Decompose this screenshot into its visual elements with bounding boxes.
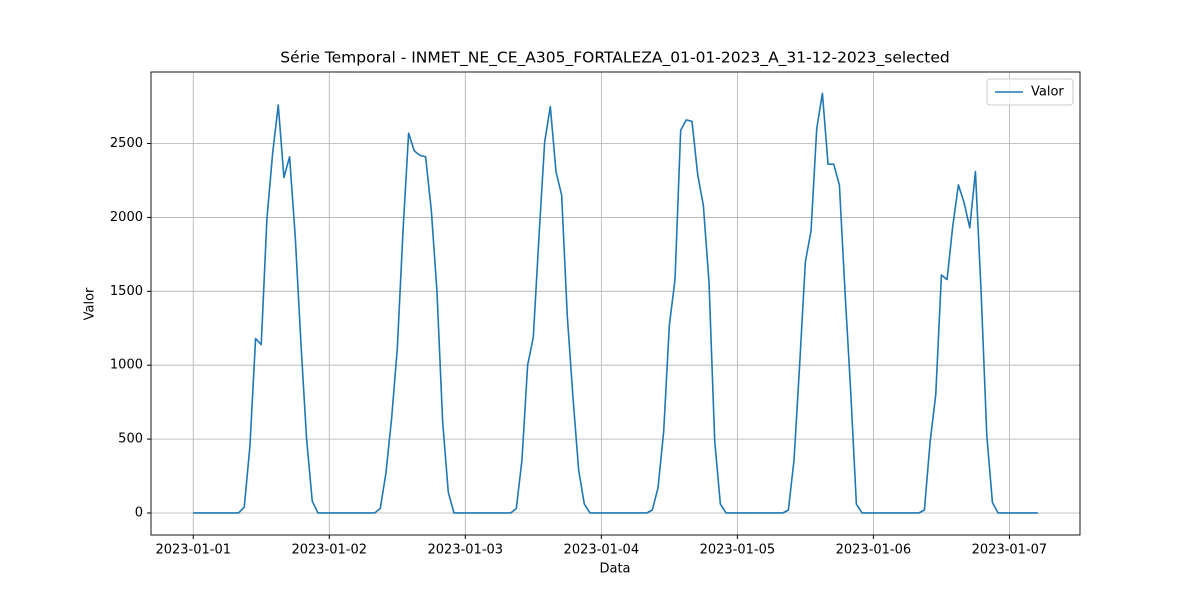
y-tick-label: 2500: [110, 136, 143, 151]
x-tick-label: 2023-01-01: [155, 543, 231, 558]
chart-title: Série Temporal - INMET_NE_CE_A305_FORTAL…: [280, 49, 949, 68]
x-axis-label: Data: [599, 562, 630, 577]
x-tick-label: 2023-01-07: [972, 543, 1048, 558]
x-tick-label: 2023-01-04: [564, 543, 640, 558]
x-tick-label: 2023-01-05: [700, 543, 776, 558]
x-tick-label: 2023-01-03: [428, 543, 504, 558]
y-tick-label: 500: [118, 432, 143, 447]
y-tick-label: 0: [135, 505, 143, 520]
legend: Valor: [986, 78, 1074, 106]
x-tick-label: 2023-01-06: [836, 543, 912, 558]
y-axis-label: Valor: [83, 287, 98, 320]
plot-frame: [150, 71, 1081, 536]
x-tick-label: 2023-01-02: [291, 543, 367, 558]
y-tick-label: 1000: [110, 358, 143, 373]
y-tick-label: 1500: [110, 284, 143, 299]
legend-label: Valor: [1031, 85, 1064, 100]
legend-box: [986, 78, 1074, 106]
y-tick-label: 2000: [110, 210, 143, 225]
data-line: [193, 92, 1038, 514]
